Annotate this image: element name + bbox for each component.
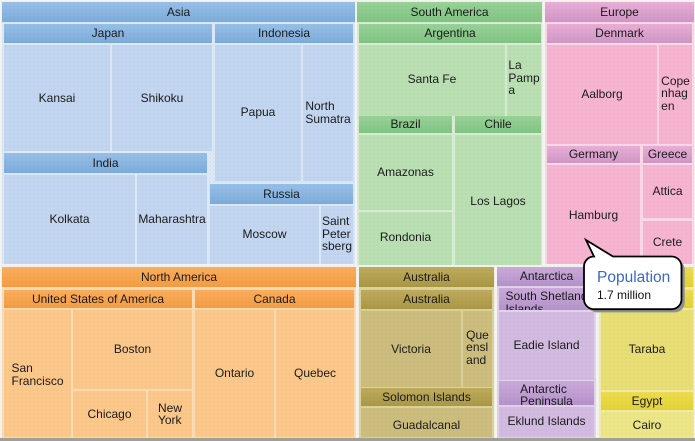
- svg-text:Population: Population: [597, 269, 670, 286]
- svg-text:1.7 million: 1.7 million: [597, 288, 651, 302]
